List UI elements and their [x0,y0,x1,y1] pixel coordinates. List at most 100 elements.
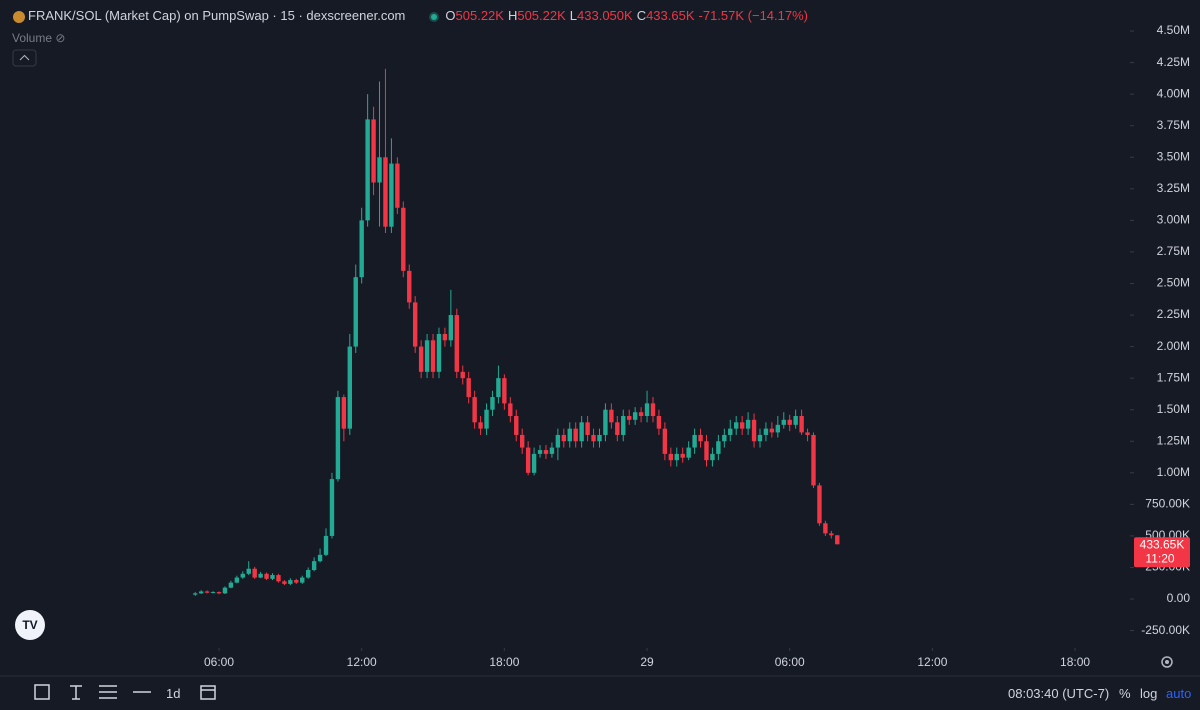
candle-body [347,346,352,429]
candle-body [603,409,608,435]
y-tick-label: 1.50M [1157,402,1190,416]
ohlc-value: 505.22K [455,8,504,23]
candle-body [508,403,513,417]
candle-body [430,340,436,372]
candle-body [222,587,228,594]
candle-body [674,453,679,461]
auto-toggle[interactable]: auto [1166,686,1192,701]
candles [193,68,840,596]
settings-icon[interactable] [1161,656,1173,668]
ohlc-key: H [507,8,518,23]
y-tick-label: 4.00M [1157,86,1190,100]
candle-body [739,422,745,429]
tv-logo: TV [15,610,45,640]
y-tick-label: 4.50M [1157,23,1190,37]
candle-body [716,441,721,454]
candle-body [793,416,798,425]
chart-title: FRANK/SOL (Market Cap) on PumpSwap · 15 … [28,8,406,23]
candle-body [317,554,323,562]
candle-body [193,593,198,595]
candle-body [359,220,364,278]
y-tick-label: 2.25M [1157,307,1190,321]
candle-body [597,434,602,442]
candle-body [276,575,281,582]
candle-body [323,535,329,555]
candle-body [270,575,275,579]
volume-label[interactable]: Volume ⊘ [12,31,66,45]
candle-body [585,422,590,435]
ohlc-value: 433.65K [646,8,695,23]
log-toggle[interactable]: log [1140,686,1158,701]
candle-body [745,419,751,429]
candle-body [835,535,840,545]
candle-body [496,378,501,398]
x-tick-label: 18:00 [489,655,519,669]
candle-body [341,397,347,429]
candle-body [621,416,626,435]
candle-body [448,315,454,341]
header: FRANK/SOL (Market Cap) on PumpSwap · 15 … [12,8,812,23]
candle-body [680,453,685,458]
rect-tool[interactable] [34,684,50,700]
y-tick-label: -250.00K [1141,623,1190,637]
ohlc-legend: O 505.22K H 505.22K L 433.050K C 433.65K [445,8,698,23]
candle-body [775,424,781,433]
candle-body [829,533,834,536]
candle-body [353,277,358,347]
candle-body [329,479,335,536]
candle-body [466,378,471,398]
y-tick-label: 2.75M [1157,244,1190,258]
ohlc-value: 433.050K [577,8,633,23]
candle-body [401,207,406,271]
y-tick-label: 4.25M [1157,55,1190,69]
candle-body [204,591,210,593]
candle-body [823,523,828,534]
candle-body [573,428,578,442]
y-tick-label: 0.00 [1167,591,1191,605]
x-tick-label: 12:00 [347,655,377,669]
x-tick-label: 29 [640,655,654,669]
y-tick-label: 3.50M [1157,149,1190,163]
ohlc-key: C [636,8,647,23]
candle-body [615,422,620,435]
candle-body [769,428,775,433]
candle-body [389,163,394,227]
candle-body [579,422,584,442]
y-tick-label: 3.25M [1157,181,1190,195]
candle-body [395,163,400,208]
candle-body [710,453,715,461]
candle-body [300,577,305,583]
candle-body [525,447,531,473]
collapse-button[interactable] [12,49,37,67]
candle-body [478,422,483,429]
y-tick-label: 3.75M [1157,118,1190,132]
y-tick-label: 2.50M [1157,276,1190,290]
fib-tool[interactable] [99,685,117,699]
candle-body [460,371,465,379]
interval[interactable]: 1d [166,686,181,701]
clock: 08:03:40 (UTC-7) [1008,686,1110,701]
x-tick-label: 12:00 [917,655,947,669]
candle-body [686,447,691,458]
candle-body [228,582,234,588]
candle-body [258,573,263,578]
candle-body [252,568,257,578]
candle-body [514,416,519,435]
y-tick-label: 2.00M [1157,339,1190,353]
candle-body [728,428,733,435]
date-range-icon[interactable] [200,685,216,700]
candle-body [781,419,786,425]
candle-body [484,409,489,429]
candle-body [591,434,596,442]
x-tick-label: 06:00 [775,655,805,669]
candle-body [377,157,382,183]
change: -71.57K (−14.17%) [698,8,808,23]
text-tool[interactable] [70,685,82,700]
candle-body [763,428,769,435]
percent-toggle[interactable]: % [1119,686,1131,701]
candle-body [502,378,507,404]
candle-body [722,434,727,442]
last-price-label: 433.65K [1140,537,1185,551]
y-tick-label: 750.00K [1145,497,1190,511]
candle-body [311,561,317,570]
